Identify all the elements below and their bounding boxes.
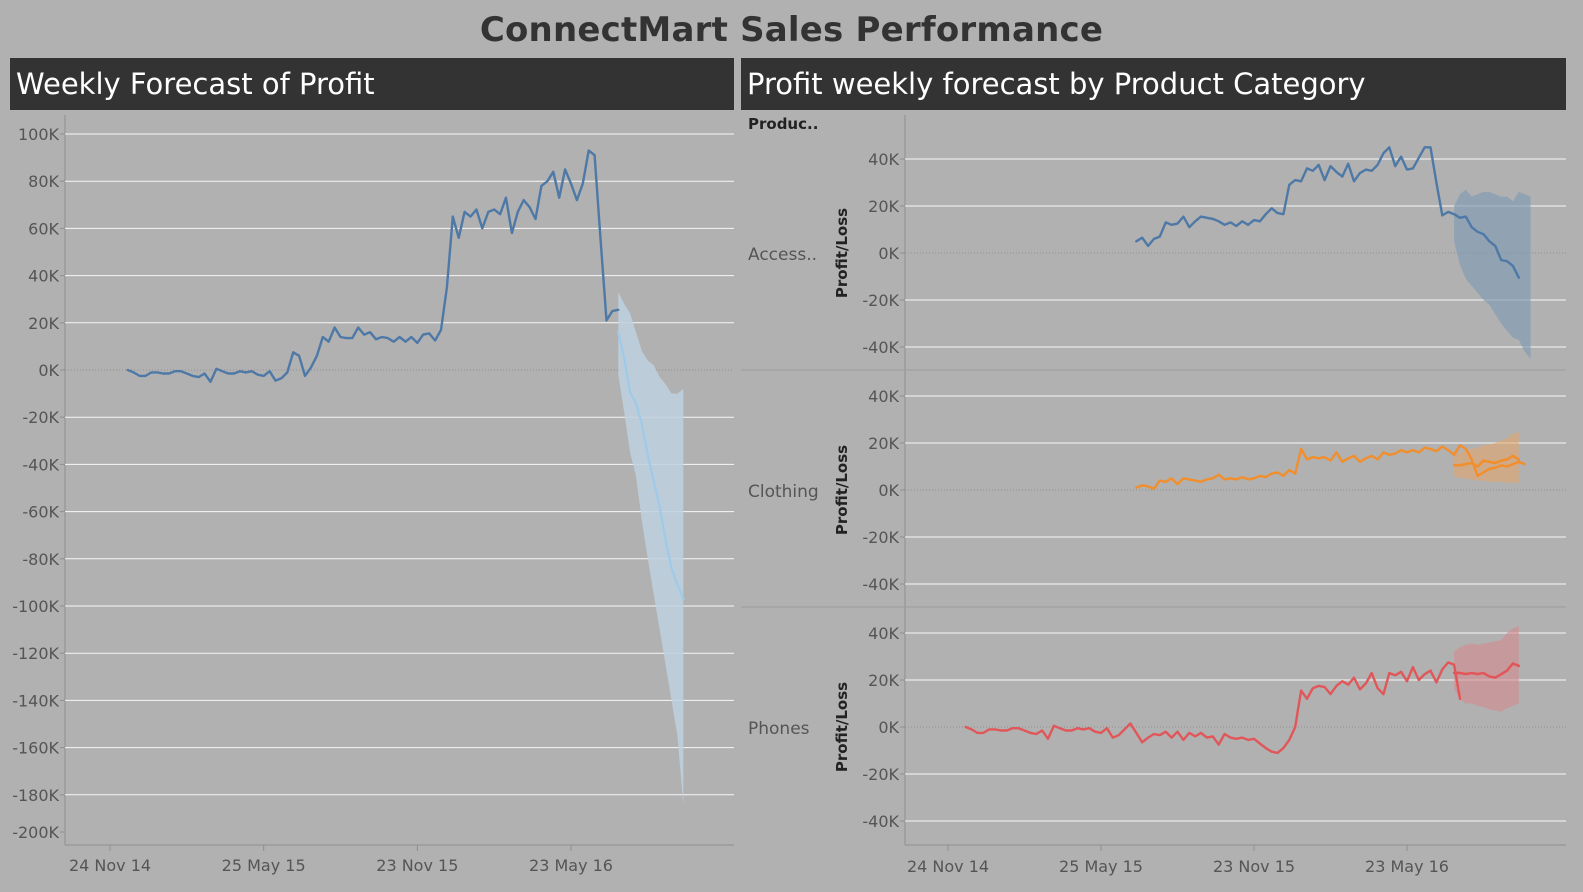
right-y-tick-label: -20K [862, 291, 899, 310]
clothing-forecast-band [1454, 432, 1519, 483]
right-panel-title: Profit weekly forecast by Product Catego… [741, 58, 1566, 110]
left-x-tick-label: 23 May 16 [529, 856, 613, 875]
y-axis-title-phones: Profit/Loss [833, 682, 851, 772]
right-y-tick-label: 0K [878, 481, 899, 500]
left-y-tick-label: -100K [12, 597, 59, 616]
left-panel-title: Weekly Forecast of Profit [10, 58, 734, 110]
left-y-tick-label: 20K [28, 314, 59, 333]
right-y-tick-label: -40K [862, 575, 899, 594]
left-y-tick-label: 40K [28, 267, 59, 286]
right-y-tick-label: 0K [878, 718, 899, 737]
right-y-tick-label: 40K [868, 387, 899, 406]
left-x-tick-label: 23 Nov 15 [376, 856, 458, 875]
left-y-tick-label: -40K [22, 455, 59, 474]
facet-phones [964, 626, 1520, 755]
accessories-actual-line [1135, 146, 1520, 279]
weekly-profit-forecast-chart[interactable]: 100K 80K 60K 40K 20K 0K -20K -40K -60K -80K -100K -… [12, 115, 734, 875]
clothing-actual-line [1135, 444, 1526, 490]
left-y-tick-label: -20K [22, 408, 59, 427]
phones-forecast-line-line [1452, 662, 1520, 679]
left-y-tick-label: -200K [12, 823, 59, 842]
left-y-tick-label: -80K [22, 550, 59, 569]
facet-label-accessories: Access.. [748, 245, 817, 265]
phones-forecast-band [1454, 626, 1519, 712]
left-y-tick-label: -140K [12, 691, 59, 710]
facet-accessories [1135, 146, 1531, 359]
right-y-tick-label: -40K [862, 812, 899, 831]
left-x-tick-label: 24 Nov 14 [69, 856, 151, 875]
right-y-tick-label: 40K [868, 150, 899, 169]
facet-row-header: Produc.. [748, 115, 818, 133]
phones-actual-line [964, 661, 1462, 755]
right-y-tick-label: -20K [862, 528, 899, 547]
left-y-tick-label: 60K [28, 219, 59, 238]
left-y-tick-label: 80K [28, 172, 59, 191]
category-forecast-chart[interactable]: Produc.. Access.. Profit/Loss 40K 20K 0K -20K -… [741, 115, 1566, 876]
left-y-tick-label: -60K [22, 503, 59, 522]
left-forecast-line [617, 331, 685, 601]
left-y-tick-label: -160K [12, 739, 59, 758]
clothing-forecast-line-line [1452, 454, 1520, 468]
right-x-tick-label: 25 May 15 [1059, 857, 1143, 876]
facet-label-clothing: Clothing [748, 482, 819, 502]
facet-clothing [1135, 432, 1526, 490]
right-y-tick-label: -40K [862, 338, 899, 357]
left-forecast-band [618, 292, 684, 805]
left-x-tick-label: 25 May 15 [222, 856, 306, 875]
right-y-tick-label: 20K [868, 434, 899, 453]
right-y-tick-label: 20K [868, 671, 899, 690]
left-y-tick-label: -180K [12, 786, 59, 805]
left-actual-line [126, 149, 620, 383]
right-x-tick-label: 23 Nov 15 [1213, 857, 1295, 876]
right-x-tick-label: 23 May 16 [1365, 857, 1449, 876]
accessories-forecast-band [1454, 189, 1531, 359]
right-y-tick-label: 40K [868, 624, 899, 643]
right-x-tick-label: 24 Nov 14 [907, 857, 989, 876]
y-axis-title-clothing: Profit/Loss [833, 445, 851, 535]
left-y-tick-label: 0K [38, 361, 59, 380]
facet-label-phones: Phones [748, 719, 810, 739]
dashboard-title: ConnectMart Sales Performance [479, 10, 1104, 50]
y-axis-title-accessories: Profit/Loss [833, 208, 851, 298]
left-y-tick-label: -120K [12, 644, 59, 663]
right-y-tick-label: 20K [868, 197, 899, 216]
left-y-tick-label: 100K [18, 125, 60, 144]
right-y-tick-label: -20K [862, 765, 899, 784]
right-y-tick-label: 0K [878, 244, 899, 263]
